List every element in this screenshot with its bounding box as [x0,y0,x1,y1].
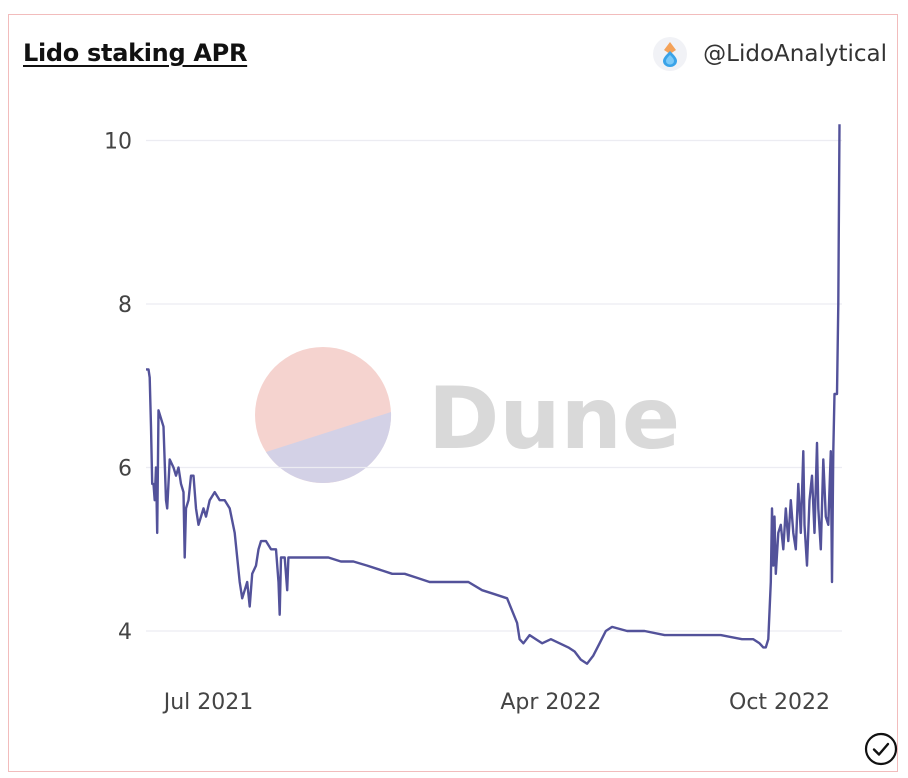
y-tick-label: 8 [118,293,132,318]
y-axis-ticks: 4 6 8 10 [104,130,132,646]
dune-watermark: Dune [255,347,680,484]
author-link[interactable]: @LidoAnalytical [653,37,887,71]
y-tick-label: 6 [118,457,132,482]
y-tick-label: 4 [118,620,132,645]
watermark-text: Dune [428,369,680,469]
chart-title-link[interactable]: Lido staking APR [23,39,248,67]
grid-lines [146,139,842,632]
x-tick-label: Oct 2022 [729,690,830,715]
x-axis-ticks: Jul 2021 Apr 2022 Oct 2022 [162,690,830,715]
x-tick-label: Jul 2021 [162,690,254,715]
author-name: @LidoAnalytical [703,41,887,67]
check-circle-icon[interactable] [864,732,898,766]
watermark-circle-bottom [266,412,392,484]
y-tick-label: 10 [104,130,132,155]
x-tick-label: Apr 2022 [500,690,601,715]
lido-drop-icon [653,37,688,71]
series-line-apr [146,124,841,665]
